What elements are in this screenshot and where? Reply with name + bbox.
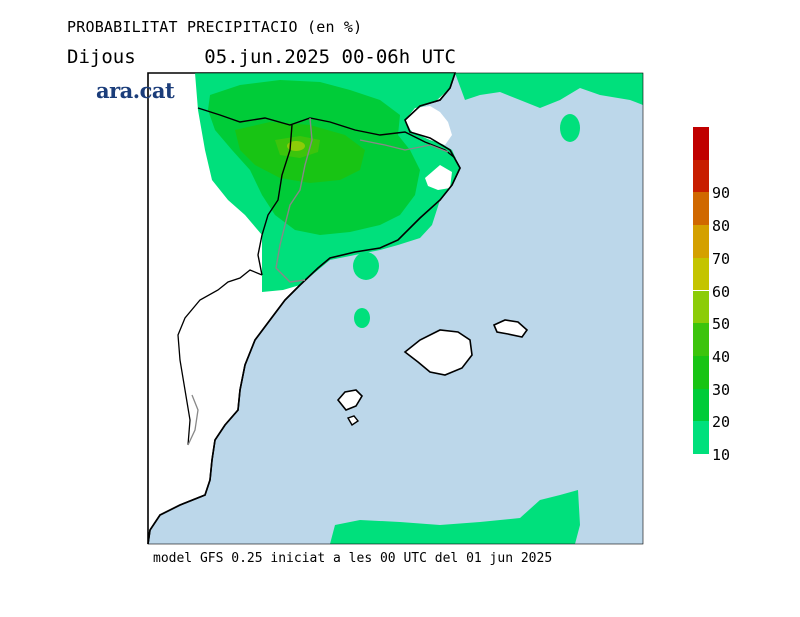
precip-zone-10-patch3 [354, 308, 370, 328]
menorca-island [492, 319, 529, 338]
precip-zone-50 [287, 141, 305, 151]
legend-band-top [693, 127, 709, 160]
map-frame [147, 72, 644, 545]
legend-label-20: 20 [712, 413, 731, 432]
map-subtitle: Dijous 05.jun.2025 00-06h UTC [67, 46, 456, 68]
precip-zone-10-patch2 [353, 252, 379, 280]
legend-band-40 [693, 323, 709, 356]
ara-cat-logo[interactable]: ara.cat [96, 78, 175, 103]
border-west-grey [187, 394, 199, 446]
border-west [177, 269, 263, 446]
land-unshaded [405, 106, 452, 145]
legend-label-50: 50 [712, 315, 731, 334]
precip-zone-10-south [330, 490, 580, 544]
legend-band-80 [693, 192, 709, 226]
border-province-2 [359, 139, 449, 153]
legend-label-70: 70 [712, 249, 731, 268]
legend-band-20 [693, 388, 709, 422]
precip-zone-10-east [455, 73, 643, 108]
mallorca-island [403, 329, 473, 376]
border-catalonia [257, 124, 293, 276]
legend-band-60 [693, 257, 709, 291]
legend-band-30 [693, 355, 709, 389]
coastline [147, 72, 461, 545]
formentera-island [346, 415, 360, 426]
legend-label-10: 10 [712, 446, 731, 464]
land-unshaded-2 [425, 165, 452, 190]
map-title: PROBABILITAT PRECIPITACIO (en %) [67, 18, 363, 36]
legend-band-70 [693, 225, 709, 258]
ibiza-island [336, 389, 364, 411]
border-province [275, 117, 313, 283]
legend-colorbar [693, 127, 709, 454]
legend-label-90: 90 [712, 184, 731, 203]
legend-band-10 [693, 421, 709, 454]
legend-label-60: 60 [712, 282, 731, 301]
legend-label-40: 40 [712, 347, 731, 366]
footer-model-info: model GFS 0.25 iniciat a les 00 UTC del … [153, 551, 553, 566]
legend-label-30: 30 [712, 380, 731, 399]
legend-band-90 [693, 159, 709, 193]
legend-band-50 [693, 290, 709, 324]
border-france [197, 107, 456, 159]
precip-zone-10-patch [560, 114, 580, 142]
legend-label-80: 80 [712, 217, 731, 236]
